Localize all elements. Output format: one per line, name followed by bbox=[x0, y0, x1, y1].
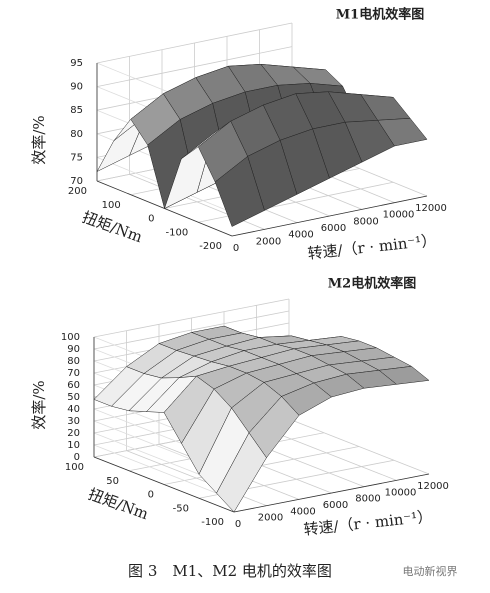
z-tick-label: 20 bbox=[67, 428, 80, 439]
z-axis-label: 效率/% bbox=[30, 115, 48, 164]
y-tick-label: 10000 bbox=[383, 210, 415, 221]
surface-patch bbox=[214, 155, 265, 227]
z-tick-label: 100 bbox=[61, 332, 80, 343]
z-tick-label: 85 bbox=[70, 105, 83, 116]
z-tick-label: 70 bbox=[70, 176, 83, 187]
z-axis-label: 效率/% bbox=[30, 380, 48, 429]
y-tick-label: 12000 bbox=[415, 203, 447, 214]
grid-line bbox=[96, 46, 293, 87]
x-tick-label: -100 bbox=[201, 517, 224, 528]
x-tick-label: -200 bbox=[199, 241, 222, 252]
x-tick-label: 50 bbox=[106, 476, 119, 487]
y-tick-label: 0 bbox=[233, 243, 239, 254]
grid-line bbox=[93, 310, 290, 350]
z-tick-label: 50 bbox=[67, 392, 80, 403]
y-tick-label: 8000 bbox=[355, 494, 380, 505]
y-tick-label: 2000 bbox=[258, 513, 283, 524]
chart-title: M1电机效率图 bbox=[336, 7, 424, 23]
surface-patch bbox=[216, 432, 267, 513]
x-tick-label: 100 bbox=[65, 462, 84, 473]
z-tick-label: 90 bbox=[67, 344, 80, 355]
x-axis-label: 扭矩/Nm bbox=[80, 208, 145, 246]
grid-line bbox=[93, 444, 235, 501]
y-tick-label: 6000 bbox=[323, 500, 348, 511]
z-tick-label: 90 bbox=[70, 82, 83, 93]
grid-line bbox=[96, 22, 293, 64]
x-tick-label: 0 bbox=[148, 214, 154, 225]
chart-title: M2电机效率图 bbox=[328, 276, 416, 292]
z-tick-label: 80 bbox=[70, 129, 83, 140]
z-tick-label: 80 bbox=[67, 356, 80, 367]
y-tick-label: 10000 bbox=[385, 487, 417, 498]
z-tick-label: 40 bbox=[67, 404, 80, 415]
y-axis-label: 转速/（r · min⁻¹） bbox=[303, 507, 433, 538]
y-axis-label: 转速/（r · min⁻¹） bbox=[307, 231, 437, 262]
z-tick-label: 0 bbox=[74, 452, 80, 463]
z-tick-label: 10 bbox=[67, 440, 80, 451]
z-tick-label: 30 bbox=[67, 416, 80, 427]
axis-line bbox=[233, 473, 430, 513]
y-tick-label: 12000 bbox=[417, 481, 449, 492]
axis-line bbox=[231, 195, 428, 237]
z-tick-label: 95 bbox=[70, 58, 83, 69]
x-tick-label: 200 bbox=[68, 186, 87, 197]
y-tick-label: 8000 bbox=[353, 216, 378, 227]
y-tick-label: 2000 bbox=[256, 236, 281, 247]
x-tick-label: 100 bbox=[102, 200, 121, 211]
x-tick-label: -50 bbox=[173, 503, 189, 514]
y-tick-label: 0 bbox=[235, 519, 241, 530]
z-tick-label: 60 bbox=[67, 380, 80, 391]
x-tick-label: -100 bbox=[166, 227, 189, 238]
y-tick-label: 4000 bbox=[290, 506, 315, 517]
x-axis-label: 扭矩/Nm bbox=[86, 485, 151, 523]
x-tick-label: 0 bbox=[148, 490, 154, 501]
y-tick-label: 6000 bbox=[321, 223, 346, 234]
grid-line bbox=[93, 298, 290, 338]
watermark: 电动新视界 bbox=[403, 564, 458, 578]
z-tick-label: 75 bbox=[70, 152, 83, 163]
axis-line bbox=[93, 456, 235, 513]
z-tick-label: 70 bbox=[67, 368, 80, 379]
caption: 图 3 M1、M2 电机的效率图 bbox=[128, 562, 332, 580]
y-tick-label: 4000 bbox=[288, 230, 313, 241]
